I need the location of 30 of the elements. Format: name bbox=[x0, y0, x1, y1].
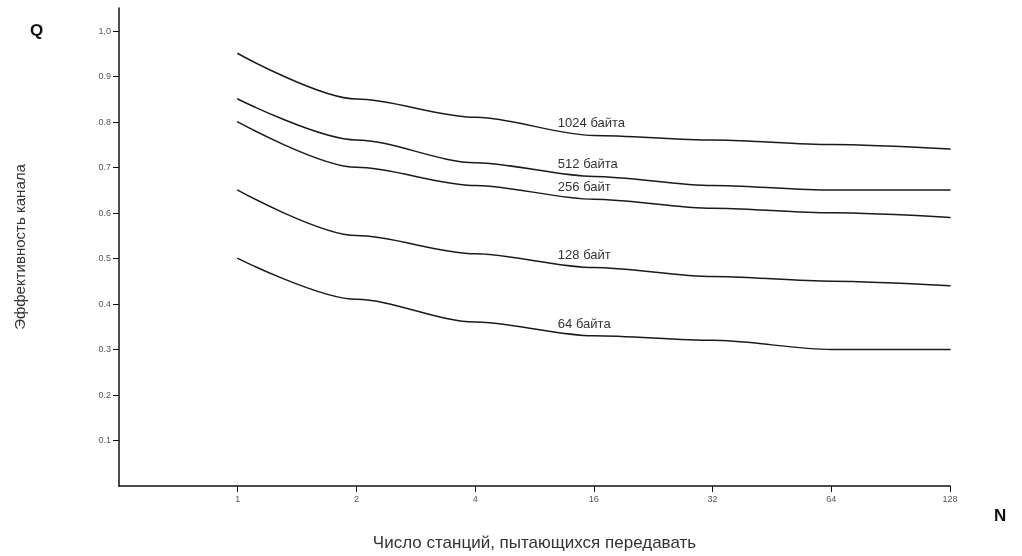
y-tick-label: 0.4 bbox=[98, 298, 111, 309]
y-tick-label: 0.8 bbox=[98, 116, 111, 127]
series-label: 1024 байта bbox=[557, 115, 626, 131]
line-series bbox=[236, 52, 951, 150]
x-tick-label: 128 bbox=[942, 493, 958, 504]
y-tick-label: 0.3 bbox=[98, 344, 111, 355]
y-axis-title: Эффективность канала bbox=[11, 163, 28, 330]
y-tick-label: 0.7 bbox=[98, 162, 111, 173]
text: N bbox=[994, 506, 1007, 525]
y-tick-label: 0.6 bbox=[98, 207, 111, 218]
text: Q bbox=[30, 21, 44, 40]
x-tick-label: 16 bbox=[588, 493, 599, 504]
y-tick-label: 1,0 bbox=[98, 25, 111, 36]
line-series bbox=[236, 257, 951, 351]
y-tick-label: 0.9 bbox=[98, 71, 111, 82]
series-label: 64 байта bbox=[557, 315, 612, 331]
line-series bbox=[236, 98, 951, 191]
series-label: 128 байт bbox=[557, 247, 611, 263]
series-label: 512 байта bbox=[557, 156, 619, 172]
x-tick-label: 4 bbox=[472, 493, 478, 504]
y-tick-label: 0.1 bbox=[98, 435, 111, 446]
line-series bbox=[236, 189, 951, 287]
x-axis-title: Число станций, пытающихся передавать bbox=[372, 533, 697, 552]
y-tick-label: 0.5 bbox=[98, 253, 111, 264]
x-tick-label: 2 bbox=[353, 493, 359, 504]
series-label: 256 байт bbox=[557, 179, 611, 195]
x-tick-label: 64 bbox=[826, 493, 837, 504]
x-tick-label: 1 bbox=[235, 493, 241, 504]
x-tick-label: 32 bbox=[707, 493, 718, 504]
y-tick-label: 0.2 bbox=[98, 389, 111, 400]
